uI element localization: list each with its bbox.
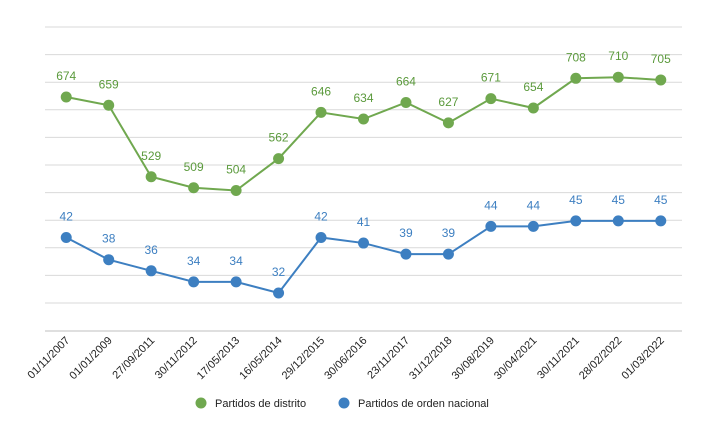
x-tick-label: 30/08/2019 [450, 335, 497, 382]
x-tick-label: 16/05/2014 [237, 335, 284, 382]
data-point [103, 254, 115, 266]
x-tick-label: 29/12/2015 [280, 335, 327, 382]
legend-marker [338, 397, 350, 409]
data-point [442, 117, 454, 129]
data-label: 42 [60, 210, 74, 224]
data-label: 646 [311, 84, 331, 98]
data-label: 705 [651, 52, 671, 66]
data-label: 45 [612, 193, 626, 207]
data-point [60, 91, 72, 103]
data-label: 38 [102, 232, 116, 246]
data-point [315, 232, 327, 243]
x-tick-label: 01/01/2009 [67, 335, 114, 382]
x-tick-label: 31/12/2018 [407, 335, 454, 382]
x-tick-label: 27/09/2011 [110, 335, 157, 382]
data-label: 674 [56, 69, 76, 83]
data-point [230, 276, 242, 288]
data-point [527, 102, 539, 114]
data-label: 45 [569, 193, 583, 207]
x-tick-label: 01/03/2022 [619, 335, 666, 382]
data-label: 664 [396, 75, 416, 89]
data-point [442, 248, 454, 260]
data-point [612, 215, 624, 227]
data-label: 708 [566, 50, 586, 64]
data-label: 529 [141, 149, 161, 163]
x-tick-label: 28/02/2022 [577, 335, 624, 382]
data-point [273, 153, 285, 165]
data-label: 32 [272, 265, 286, 279]
x-tick-label: 23/11/2017 [365, 335, 412, 382]
data-label: 504 [226, 163, 246, 177]
data-point [60, 232, 72, 243]
data-point [570, 215, 582, 227]
data-point [485, 93, 497, 105]
legend-label: Partidos de orden nacional [358, 398, 489, 410]
data-point [358, 113, 369, 125]
data-label: 44 [527, 198, 541, 212]
x-tick-label: 01/11/2007 [26, 335, 73, 382]
data-point [400, 248, 412, 260]
data-point [400, 97, 412, 108]
data-point [188, 182, 200, 194]
data-label: 36 [144, 243, 158, 257]
x-tick-label: 30/04/2021 [492, 335, 539, 382]
data-point [145, 171, 157, 183]
data-label: 34 [229, 254, 243, 268]
data-label: 45 [654, 193, 668, 207]
data-point [145, 265, 157, 277]
gridlines [45, 26, 682, 332]
data-point [612, 71, 624, 83]
data-label: 41 [357, 215, 371, 229]
data-label: 39 [442, 226, 456, 240]
data-label: 634 [353, 91, 373, 105]
x-tick-label: 30/11/2021 [535, 335, 582, 382]
data-point [527, 220, 539, 232]
data-point [315, 106, 327, 118]
data-label: 44 [484, 198, 498, 212]
data-label: 42 [314, 210, 328, 224]
data-label: 562 [269, 131, 289, 145]
data-point [230, 185, 242, 196]
data-label: 659 [99, 77, 119, 91]
x-tick-labels: 01/11/200701/01/200927/09/201130/11/2012… [26, 335, 667, 382]
data-labels: 674 659 529 509 504 562 646 634 664 627 671 654 708 7… [56, 49, 671, 279]
data-point [655, 74, 667, 86]
data-label: 39 [399, 226, 413, 240]
data-point [103, 99, 115, 111]
data-point [273, 287, 285, 299]
data-label: 627 [438, 95, 458, 109]
data-label: 654 [523, 80, 543, 94]
x-tick-label: 30/11/2012 [153, 335, 200, 382]
data-point [485, 220, 497, 232]
series-line [65, 219, 661, 295]
x-tick-label: 17/05/2013 [195, 335, 242, 382]
data-point [570, 72, 582, 84]
data-label: 34 [187, 254, 201, 268]
data-point [358, 237, 369, 249]
legend-marker [195, 397, 207, 409]
data-points [60, 71, 667, 299]
data-point [655, 215, 667, 227]
x-tick-label: 30/06/2016 [322, 335, 369, 382]
data-label: 509 [184, 160, 204, 174]
data-point [188, 276, 200, 288]
legend-label: Partidos de distrito [215, 398, 306, 410]
legend: Partidos de distrito Partidos de orden na… [195, 397, 489, 410]
data-label: 710 [608, 49, 628, 63]
data-label: 671 [481, 71, 501, 85]
